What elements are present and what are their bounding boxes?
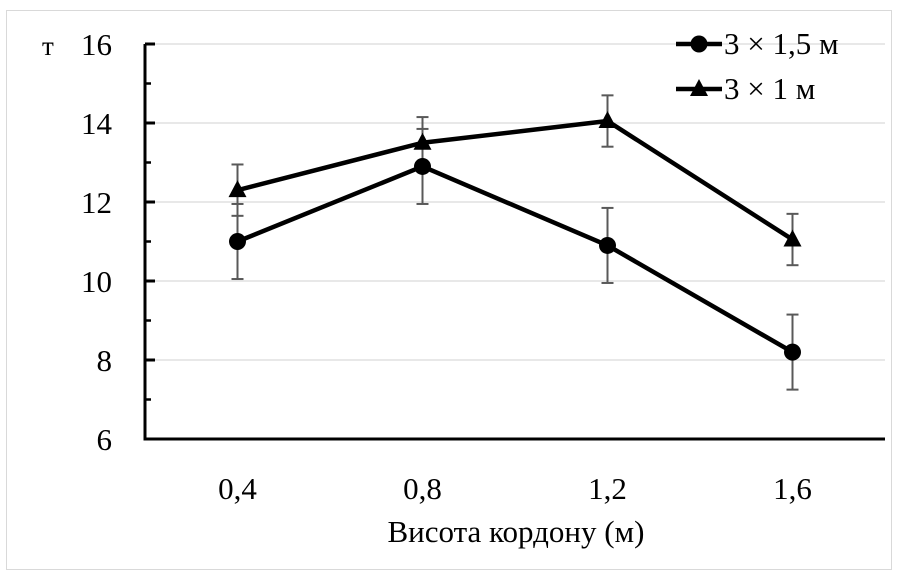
x-tick-label: 1,6 xyxy=(773,471,812,506)
legend-marker xyxy=(690,35,708,53)
x-tick-label: 0,4 xyxy=(218,471,257,506)
chart-frame xyxy=(6,10,892,570)
series-markers xyxy=(228,111,802,361)
x-tick-label: 0,8 xyxy=(403,471,442,506)
y-tick-label: 16 xyxy=(81,27,112,62)
y-axis-ticks: 6 8 10 12 14 16 xyxy=(81,27,155,457)
y-tick-label: 6 xyxy=(97,422,113,457)
y-tick-label: 12 xyxy=(81,185,112,220)
legend-entry: 3 × 1 м xyxy=(724,71,815,106)
triangle-marker xyxy=(228,180,247,198)
gridlines xyxy=(145,43,885,361)
x-axis-ticks: 0,4 0,8 1,2 1,6 xyxy=(218,471,812,506)
circle-marker xyxy=(599,236,616,254)
y-tick-label: 8 xyxy=(97,343,113,378)
x-axis-title: Висота кордону (м) xyxy=(387,514,644,549)
triangle-marker xyxy=(783,229,802,247)
y-axis-unit-label: т xyxy=(42,31,54,61)
circle-marker xyxy=(229,233,246,250)
legend-entry: 3 × 1,5 м xyxy=(724,26,839,61)
y-tick-label: 14 xyxy=(81,106,113,141)
triangle-marker xyxy=(413,132,432,150)
error-bars xyxy=(231,94,799,391)
series-line-2 xyxy=(236,118,794,242)
series-lines xyxy=(236,118,794,355)
x-tick-label: 1,2 xyxy=(588,471,627,506)
y-tick-label: 10 xyxy=(81,264,112,299)
series-line-1 xyxy=(236,164,794,355)
legend: 3 × 1,5 м 3 × 1 м xyxy=(676,26,839,106)
triangle-marker xyxy=(598,111,617,129)
circle-marker xyxy=(784,343,801,361)
legend-marker xyxy=(690,79,708,96)
circle-marker xyxy=(414,157,431,175)
